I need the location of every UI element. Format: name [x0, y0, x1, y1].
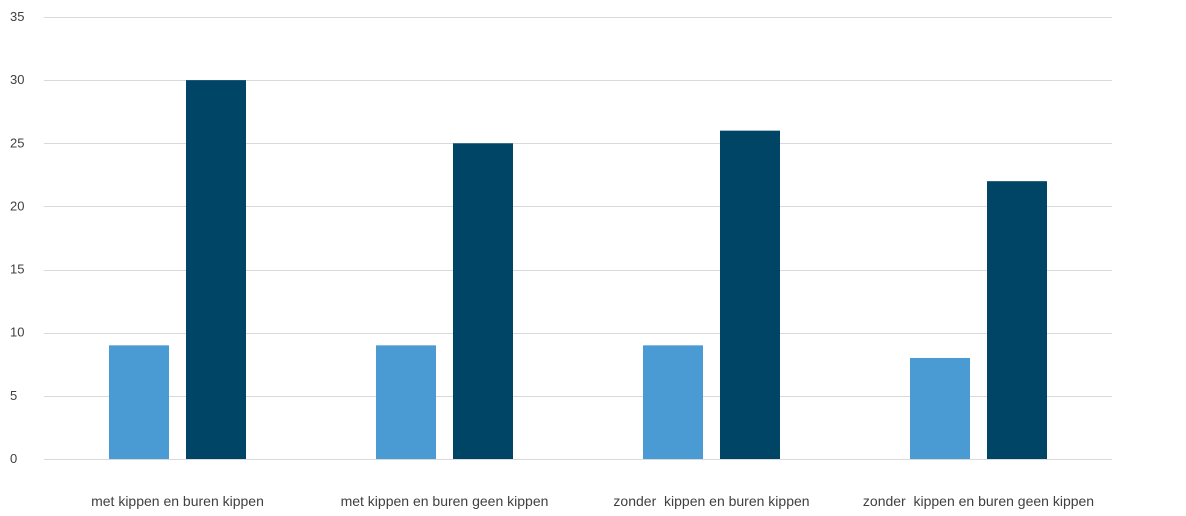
x-category-label: zonder kippen en buren kippen: [613, 493, 809, 509]
x-category-label: met kippen en buren kippen: [91, 493, 264, 509]
y-tick-label: 15: [10, 262, 24, 277]
x-category-label: zonder kippen en buren geen kippen: [863, 493, 1094, 509]
y-tick-label: 35: [10, 9, 24, 24]
bar-series-1-4: [910, 357, 970, 459]
bar-series-1-2: [376, 345, 436, 459]
bar-series-2-2: [453, 143, 513, 460]
x-axis-category-labels: met kippen en buren kippen met kippen en …: [91, 493, 1094, 509]
bar-series-1-3: [643, 345, 703, 459]
y-tick-label: 10: [10, 325, 24, 340]
bar-series-1-1: [109, 345, 169, 459]
bar-series-2-3: [720, 130, 780, 459]
bars: [109, 80, 1047, 460]
bar-series-2-4: [987, 181, 1047, 459]
y-axis-tick-labels: 0 5 10 15 20 25 30 35: [10, 9, 24, 466]
y-tick-label: 25: [10, 135, 24, 150]
y-tick-label: 0: [10, 451, 17, 466]
y-tick-label: 5: [10, 388, 17, 403]
y-tick-label: 20: [10, 198, 24, 213]
x-category-label: met kippen en buren geen kippen: [341, 493, 549, 509]
bar-series-2-1: [186, 80, 246, 460]
y-tick-label: 30: [10, 72, 24, 87]
